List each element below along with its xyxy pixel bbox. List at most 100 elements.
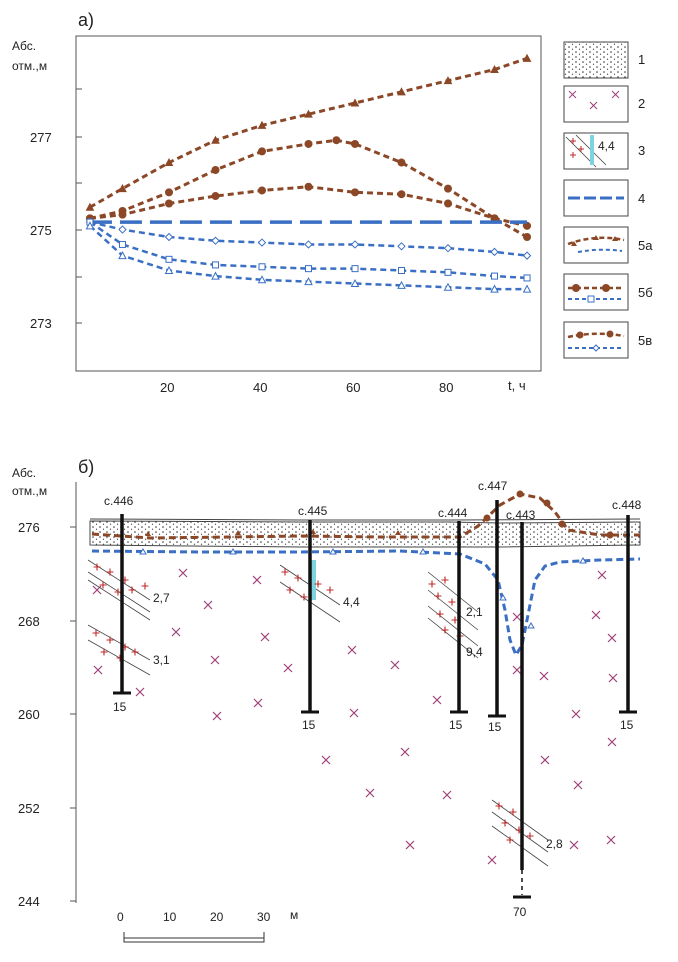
cross-mark-6	[210, 655, 220, 665]
cross-mark-28	[573, 780, 583, 790]
series-point-brown-5а-2	[164, 158, 174, 167]
well-447-name: с.447	[478, 479, 508, 493]
series-line-brown-5в	[89, 185, 528, 228]
plus-mark-18	[326, 586, 334, 594]
cross-mark-14	[349, 708, 359, 718]
legend-inner-3: 4,4	[598, 139, 615, 153]
series-point-brown-5а-7	[397, 87, 406, 96]
a-ytick-275: 275	[30, 223, 52, 238]
series-point-brown-5б-7	[351, 139, 359, 148]
series-line-brown-5а	[89, 56, 528, 209]
series-point-blue-5а-5	[304, 277, 313, 286]
well-448-depth: 15	[620, 718, 634, 732]
plus-mark-21	[434, 592, 442, 600]
legend: 1 2 4,4 3 4 5а	[563, 41, 653, 359]
cross-mark-8	[252, 575, 262, 585]
series-point-blue-5в-7	[397, 242, 406, 251]
series-point-blue-5а-3	[211, 271, 220, 280]
zone-value-4: 2,1	[466, 605, 483, 619]
plus-mark-27	[495, 802, 503, 810]
cross-mark-29	[597, 570, 607, 580]
cross-mark-23	[512, 665, 522, 675]
cross-mark-30	[607, 633, 617, 643]
series-point-blue-5в-10	[522, 251, 532, 260]
legend-item-5b: 5б	[563, 273, 653, 311]
zone-value-2: 3,1	[153, 653, 170, 667]
cross-mark-20	[442, 790, 452, 800]
a-xtick-20: 20	[160, 380, 174, 395]
plus-mark-1	[106, 568, 114, 576]
series-point-blue-5в-2	[164, 232, 174, 242]
legend-item-2: 2	[563, 85, 645, 123]
cross-mark-18	[405, 840, 415, 850]
panel-a-label: а)	[78, 10, 94, 30]
legend-item-4: 4	[563, 179, 645, 217]
series-point-blue-5в-4	[257, 238, 267, 247]
cross-mark-26	[569, 840, 579, 850]
panel-a-y-ticks: 277 275 273	[30, 88, 82, 331]
series-point-blue-5б-10	[523, 274, 531, 282]
plus-mark-20	[441, 576, 449, 584]
a-xlabel: t, ч	[508, 378, 526, 393]
series-point-blue-5а-10	[522, 284, 532, 293]
a-xtick-60: 60	[346, 380, 360, 395]
b-ytick-260: 260	[18, 707, 40, 722]
a-xtick-80: 80	[439, 380, 453, 395]
plus-mark-19	[428, 580, 436, 588]
scale-tick-0: 0	[117, 910, 124, 924]
series-point-blue-5в-5	[304, 240, 313, 249]
plus-mark-22	[448, 598, 456, 606]
scale-unit: м	[290, 908, 298, 922]
b-ytick-252: 252	[18, 801, 40, 816]
series-point-blue-5б-5	[305, 265, 312, 273]
cross-mark-2	[93, 665, 103, 675]
series-line-blue-5б	[89, 221, 528, 280]
cross-mark-31	[608, 673, 618, 683]
series-point-blue-5а-7	[397, 280, 406, 289]
scale-tick-10: 10	[163, 910, 177, 924]
plus-mark-3	[99, 581, 107, 589]
b-ytick-268: 268	[18, 614, 40, 629]
well-443-name: с.443	[506, 508, 536, 522]
plus-mark-14	[294, 574, 302, 582]
a-ytick-273: 273	[30, 316, 52, 331]
series-point-brown-5в-1	[118, 210, 127, 219]
cross-mark-15	[365, 788, 375, 798]
series-point-blue-5в-6	[350, 240, 360, 249]
panel-b: б) Абс. отм.,м 276 268 260 252 244	[12, 457, 642, 943]
sand-layer	[89, 520, 641, 548]
series-point-brown-5б-6	[332, 136, 341, 145]
series-point-blue-5б-4	[258, 263, 266, 271]
series-point-brown-5б-3	[211, 166, 220, 174]
plus-mark-10	[100, 648, 108, 656]
plus-mark-31	[506, 836, 514, 844]
series-point-blue-5а-6	[350, 278, 360, 288]
well-447-depth: 15	[488, 720, 502, 734]
cross-mark-17	[400, 747, 410, 757]
legend-num-5v: 5в	[638, 333, 652, 348]
series-point-brown-5а-10	[522, 53, 532, 62]
series-point-brown-5а-4	[257, 120, 267, 129]
panel-b-ylabel-1: Абс.	[12, 466, 36, 480]
series-point-blue-5в-3	[211, 236, 220, 245]
blue-level-line	[91, 549, 641, 659]
plus-mark-12	[131, 648, 139, 656]
cross-mark-22	[512, 612, 522, 622]
legend-num-1: 1	[638, 52, 645, 67]
cross-mark-25	[540, 755, 550, 765]
panel-a: а) Абс. отм.,м 277 275 273 20 40 60 80 t…	[12, 10, 542, 395]
well-446-name: с.446	[104, 494, 134, 508]
cross-mark-1	[178, 568, 188, 578]
fracture-zone-3	[427, 571, 479, 659]
series-point-brown-5б-2	[165, 188, 173, 197]
well-445: с.445 15	[298, 504, 328, 732]
series-point-brown-5в-3	[211, 192, 220, 201]
series-point-blue-5б-7	[398, 267, 405, 274]
well-444-depth: 15	[449, 718, 463, 732]
well-446-depth: 15	[113, 700, 127, 714]
series-point-blue-5а-2	[164, 265, 174, 274]
cross-mark-24	[539, 671, 549, 681]
cross-mark-4	[135, 687, 145, 697]
scale-bar: 0 10 20 30 м	[117, 908, 298, 943]
cross-mark-27	[571, 709, 581, 719]
